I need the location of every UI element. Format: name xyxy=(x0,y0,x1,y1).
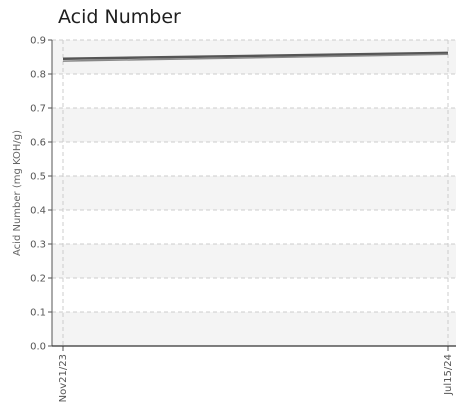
chart-title: Acid Number xyxy=(58,6,181,28)
y-tick-label: 0.1 xyxy=(30,308,46,319)
y-tick-label: 0.8 xyxy=(30,70,46,81)
y-tick-label: 0.9 xyxy=(30,36,46,47)
x-tick-label: Jul15/24 xyxy=(443,354,454,396)
series-lines xyxy=(62,51,449,62)
gridlines xyxy=(52,39,456,346)
y-tick-label: 0.5 xyxy=(30,172,46,183)
y-tick-label: 0.2 xyxy=(30,274,46,285)
axes xyxy=(48,39,456,351)
y-tick-label: 0.7 xyxy=(30,104,46,115)
plot-band xyxy=(52,244,456,278)
plot-band xyxy=(52,108,456,142)
y-tick-label: 0.0 xyxy=(30,342,46,353)
series-line xyxy=(62,53,449,62)
plot-bands xyxy=(52,40,456,346)
y-tick-label: 0.3 xyxy=(30,240,46,251)
series-line xyxy=(62,51,449,60)
y-tick-label: 0.4 xyxy=(30,206,46,217)
plot-band xyxy=(52,312,456,346)
y-tick-label: 0.6 xyxy=(30,138,46,149)
x-tick-label: Nov21/23 xyxy=(58,354,69,402)
plot-band xyxy=(52,176,456,210)
y-axis-label: Acid Number (mg KOH/g) xyxy=(12,130,23,256)
y-tick-labels: 0.0 0.1 0.2 0.3 0.4 0.5 0.6 0.7 0.8 0.9 xyxy=(30,36,46,353)
x-tick-labels: Nov21/23 Jul15/24 xyxy=(58,354,454,402)
